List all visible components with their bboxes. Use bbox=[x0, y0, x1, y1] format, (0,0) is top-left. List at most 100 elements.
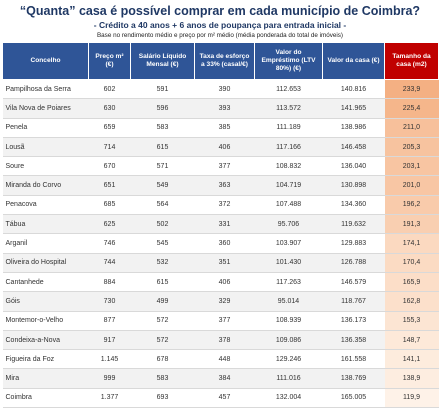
cell: 1.145 bbox=[88, 349, 131, 370]
cell: 117.263 bbox=[254, 272, 323, 293]
cell: 502 bbox=[130, 214, 195, 235]
cell: 1.377 bbox=[88, 388, 131, 409]
cell: 615 bbox=[130, 137, 195, 158]
cell: 136.358 bbox=[322, 330, 385, 351]
municipality: Oliveira do Hospital bbox=[2, 253, 89, 273]
cell: 165,9 bbox=[384, 272, 439, 293]
cell: 155,3 bbox=[384, 311, 439, 331]
cell: 659 bbox=[88, 118, 131, 138]
cell: 132.004 bbox=[254, 388, 323, 409]
table-row: Mira 999 583 384 111.016 138.769 138,9 bbox=[2, 368, 439, 389]
cell: 406 bbox=[194, 272, 255, 293]
cell: 136.040 bbox=[322, 156, 385, 177]
municipality: Mira bbox=[2, 368, 89, 389]
municipality: Vila Nova de Poiares bbox=[2, 98, 89, 119]
cell: 138.986 bbox=[322, 118, 385, 138]
cell: 201,0 bbox=[384, 175, 439, 196]
note: Base no rendimento médio e preço por m² … bbox=[96, 32, 344, 39]
cell: 532 bbox=[130, 253, 195, 273]
municipality: Montemor-o-Velho bbox=[2, 311, 89, 331]
cell: 372 bbox=[194, 195, 255, 216]
municipality: Lousã bbox=[2, 137, 89, 158]
table-row: Góis 730 499 329 95.014 118.767 162,8 bbox=[2, 291, 439, 312]
municipality: Penacova bbox=[2, 195, 89, 216]
table-row: Figueira da Foz 1.145 678 448 129.246 161.558… bbox=[2, 349, 439, 370]
municipality: Pampilhosa da Serra bbox=[2, 79, 89, 100]
cell: 146.579 bbox=[322, 272, 385, 293]
cell: 377 bbox=[194, 156, 255, 177]
column-header: Preço m² (€) bbox=[88, 42, 131, 80]
cell: 111.016 bbox=[254, 368, 323, 389]
cell: 112.653 bbox=[254, 79, 323, 100]
cell: 385 bbox=[194, 118, 255, 138]
cell: 225,4 bbox=[384, 98, 439, 119]
cell: 670 bbox=[88, 156, 131, 177]
cell: 714 bbox=[88, 137, 131, 158]
cell: 917 bbox=[88, 330, 131, 351]
cell: 126.788 bbox=[322, 253, 385, 273]
column-header: Concelho bbox=[2, 42, 89, 80]
cell: 351 bbox=[194, 253, 255, 273]
cell: 191,3 bbox=[384, 214, 439, 235]
table-row: Vila Nova de Poiares 630 596 393 113.572 141.… bbox=[2, 98, 439, 119]
cell: 685 bbox=[88, 195, 131, 216]
municipality: Tábua bbox=[2, 214, 89, 235]
table-row: Arganil 746 545 360 103.907 129.883 174,1 bbox=[2, 233, 439, 254]
cell: 378 bbox=[194, 330, 255, 351]
cell: 999 bbox=[88, 368, 131, 389]
cell: 141,1 bbox=[384, 349, 439, 370]
cell: 101.430 bbox=[254, 253, 323, 273]
cell: 393 bbox=[194, 98, 255, 119]
cell: 141.965 bbox=[322, 98, 385, 119]
municipality: Miranda do Corvo bbox=[2, 175, 89, 196]
table-row: Soure 670 571 377 108.832 136.040 203,1 bbox=[2, 156, 439, 177]
cell: 136.173 bbox=[322, 311, 385, 331]
table-row: Oliveira do Hospital 744 532 351 101.430 126.… bbox=[2, 253, 439, 273]
table-row: Pampilhosa da Serra 602 591 390 112.653 140.8… bbox=[2, 79, 439, 100]
cell: 549 bbox=[130, 175, 195, 196]
cell: 583 bbox=[130, 368, 195, 389]
cell: 678 bbox=[130, 349, 195, 370]
cell: 119.632 bbox=[322, 214, 385, 235]
cell: 109.086 bbox=[254, 330, 323, 351]
cell: 651 bbox=[88, 175, 131, 196]
table-row: Miranda do Corvo 651 549 363 104.719 130.898 2… bbox=[2, 175, 439, 196]
cell: 211,0 bbox=[384, 118, 439, 138]
municipality: Condeixa-a-Nova bbox=[2, 330, 89, 351]
cell: 148,7 bbox=[384, 330, 439, 351]
table-row: Montemor-o-Velho 877 572 377 108.939 136.173 1… bbox=[2, 311, 439, 331]
cell: 95.706 bbox=[254, 214, 323, 235]
cell: 138,9 bbox=[384, 368, 439, 389]
data-table: Concelho Preço m² (€) Salário Líquido Mens… bbox=[2, 42, 439, 409]
cell: 129.883 bbox=[322, 233, 385, 254]
cell: 377 bbox=[194, 311, 255, 331]
cell: 602 bbox=[88, 79, 131, 100]
cell: 111.189 bbox=[254, 118, 323, 138]
municipality: Penela bbox=[2, 118, 89, 138]
cell: 693 bbox=[130, 388, 195, 409]
column-header: Taxa de esforço a 33% (casal/€) bbox=[194, 42, 255, 80]
table-row: Lousã 714 615 406 117.166 146.458 205,3 bbox=[2, 137, 439, 158]
cell: 877 bbox=[88, 311, 131, 331]
table-row: Cantanhede 884 615 406 117.263 146.579 165,9 bbox=[2, 272, 439, 293]
cell: 384 bbox=[194, 368, 255, 389]
table-body: Pampilhosa da Serra 602 591 390 112.653 140.8… bbox=[2, 79, 439, 409]
cell: 103.907 bbox=[254, 233, 323, 254]
cell: 113.572 bbox=[254, 98, 323, 119]
cell: 233,9 bbox=[384, 79, 439, 100]
cell: 140.816 bbox=[322, 79, 385, 100]
cell: 630 bbox=[88, 98, 131, 119]
cell: 596 bbox=[130, 98, 195, 119]
cell: 884 bbox=[88, 272, 131, 293]
cell: 572 bbox=[130, 311, 195, 331]
municipality: Soure bbox=[2, 156, 89, 177]
cell: 107.488 bbox=[254, 195, 323, 216]
cell: 174,1 bbox=[384, 233, 439, 254]
column-header: Valor da casa (€) bbox=[322, 42, 385, 80]
cell: 457 bbox=[194, 388, 255, 409]
cell: 406 bbox=[194, 137, 255, 158]
cell: 205,3 bbox=[384, 137, 439, 158]
table-row: Tábua 625 502 331 95.706 119.632 191,3 bbox=[2, 214, 439, 235]
table-row: Coimbra 1.377 693 457 132.004 165.005 119,9 bbox=[2, 388, 439, 409]
